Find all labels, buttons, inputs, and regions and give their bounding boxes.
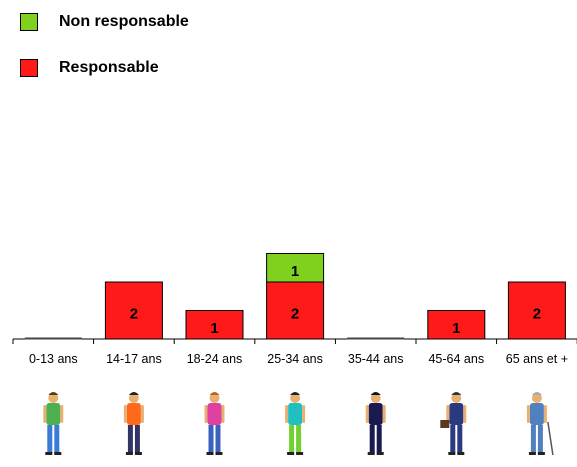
bar-responsable — [185, 310, 244, 340]
businessman-briefcase-icon — [440, 392, 467, 455]
x-tick-label: 35-44 ans — [348, 352, 404, 366]
man-green-pants-icon — [285, 392, 306, 455]
legend-item-non-responsable: Non responsable — [20, 10, 189, 34]
bar-data-label: 2 — [291, 306, 299, 323]
legend: Non responsable Responsable — [20, 10, 189, 102]
teen-backpack-icon — [123, 392, 144, 455]
x-tick-label: 0-13 ans — [29, 352, 78, 366]
legend-item-responsable: Responsable — [20, 56, 189, 80]
bar-responsable — [266, 281, 325, 340]
bar-data-label: 1 — [452, 320, 460, 337]
young-woman-icon — [204, 392, 225, 455]
bar-data-label: 2 — [533, 306, 541, 323]
bar-responsable — [104, 281, 163, 340]
x-tick-label: 14-17 ans — [106, 352, 162, 366]
bar-responsable — [427, 310, 486, 340]
x-tick-label: 18-24 ans — [187, 352, 243, 366]
bar-data-label: 2 — [130, 306, 138, 323]
legend-swatch-non-responsable — [20, 13, 38, 31]
child-running-icon — [43, 392, 64, 455]
woman-suit-icon — [365, 392, 386, 455]
legend-label-responsable: Responsable — [59, 59, 159, 76]
legend-swatch-responsable — [20, 59, 38, 77]
legend-label-non-responsable: Non responsable — [59, 13, 189, 30]
bar-data-label: 1 — [210, 320, 218, 337]
elderly-man-cane-icon — [526, 392, 554, 456]
x-tick-label: 65 ans et + — [506, 352, 568, 366]
x-tick-label: 25-34 ans — [267, 352, 323, 366]
bar-non-responsable — [266, 253, 325, 283]
bar-data-label: 1 — [291, 263, 299, 280]
x-tick-label: 45-64 ans — [428, 352, 484, 366]
bar-responsable — [507, 281, 566, 340]
